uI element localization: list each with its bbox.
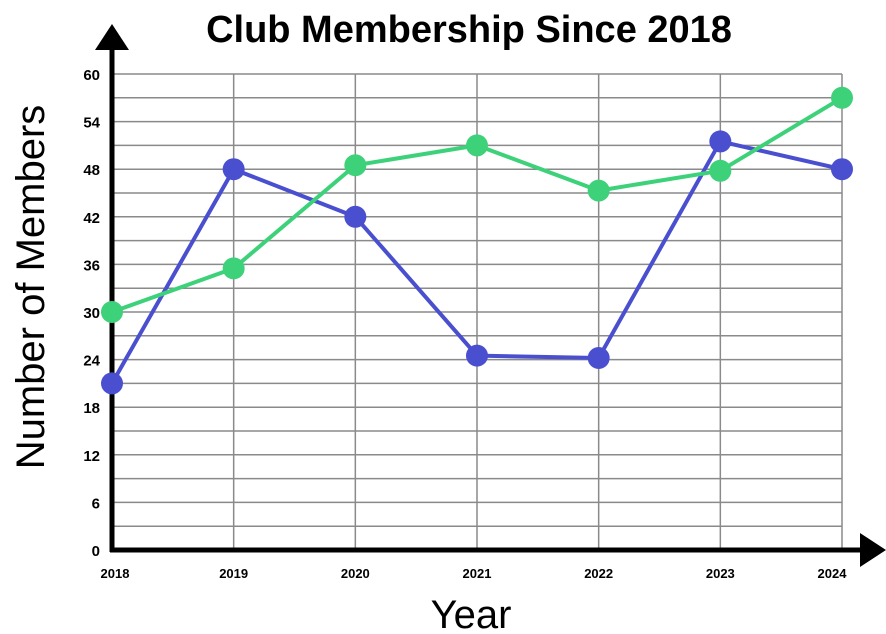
data-point [466, 134, 488, 157]
x-tick-label: 2021 [463, 566, 492, 581]
x-tick-label: 2020 [341, 566, 370, 581]
data-point [831, 158, 853, 181]
series-1 [101, 130, 853, 395]
y-tick-label: 60 [83, 67, 100, 84]
data-point [222, 257, 245, 280]
y-tick-label: 6 [92, 495, 100, 512]
data-point [587, 347, 610, 370]
x-tick-label: 2022 [584, 566, 613, 581]
y-tick-label: 0 [92, 543, 100, 560]
chart-title: Club Membership Since 2018 [206, 9, 732, 51]
data-point [222, 158, 245, 181]
y-tick-label: 54 [83, 115, 100, 132]
x-tick-label: 2018 [101, 566, 130, 581]
y-axis-ticks: 0 6 12 18 24 30 36 42 48 54 60 [83, 67, 100, 560]
data-point [709, 159, 732, 182]
data-point [344, 154, 367, 177]
data-point [831, 86, 853, 109]
data-point [344, 205, 367, 228]
y-tick-label: 18 [83, 400, 100, 417]
series-2 [101, 86, 853, 323]
data-point [101, 372, 123, 395]
y-tick-label: 12 [83, 448, 100, 465]
y-axis-title: Number of Members [9, 105, 53, 470]
data-point [101, 301, 123, 323]
y-tick-label: 24 [83, 353, 100, 370]
y-tick-label: 42 [83, 210, 100, 227]
x-axis-ticks: 2018 2019 2020 2021 2022 2023 2024 [101, 566, 848, 581]
data-point [709, 130, 732, 153]
y-tick-label: 36 [83, 257, 100, 274]
x-tick-label: 2024 [818, 566, 848, 581]
y-tick-label: 48 [83, 162, 100, 179]
x-tick-label: 2023 [706, 566, 735, 581]
y-tick-label: 30 [83, 305, 100, 322]
y-axis-arrowhead [95, 24, 129, 50]
series-layer [101, 86, 853, 395]
x-axis-arrowhead [860, 533, 886, 567]
axes [95, 24, 886, 567]
x-axis-title: Year [431, 593, 512, 634]
data-point [466, 344, 488, 367]
data-point [587, 179, 610, 202]
x-tick-label: 2019 [219, 566, 248, 581]
